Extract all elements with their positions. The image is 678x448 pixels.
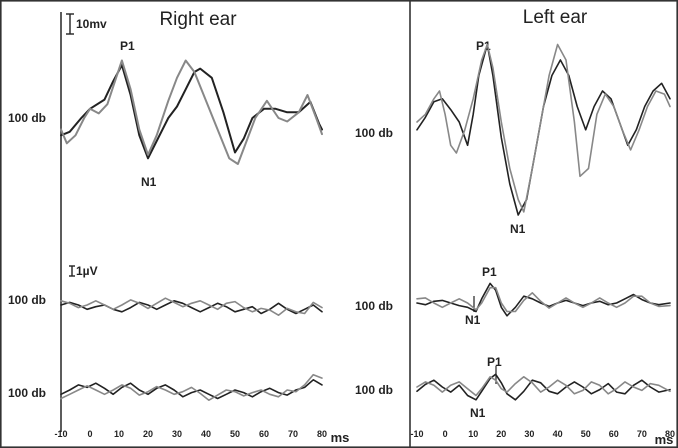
peak-label-left-bottom-n1: N1 xyxy=(470,406,486,420)
row-label-right-top: 100 db xyxy=(8,111,46,125)
x-tick-label-panel-0-2: 10 xyxy=(114,429,124,439)
x-tick-label-panel-0-7: 60 xyxy=(259,429,269,439)
x-tick-label-panel-1-0: -10 xyxy=(410,429,423,439)
chart-title-left-ear: Left ear xyxy=(523,7,588,28)
x-tick-label-panel-1-2: 10 xyxy=(468,429,478,439)
x-tick-label-panel-0-3: 20 xyxy=(143,429,153,439)
waveform-panel-2-row-1-trace-1 xyxy=(60,373,323,401)
peak-label-left-bottom-p1: P1 xyxy=(487,355,502,369)
waveform-panel-3-row-1-trace-1 xyxy=(416,376,671,397)
x-tick-label-panel-0-8: 70 xyxy=(288,429,298,439)
waveform-panel-2-row-1-trace-0 xyxy=(60,379,323,400)
x-tick-label-panel-0-1: 0 xyxy=(87,429,92,439)
waveform-panel-3-row-0-trace-1 xyxy=(416,286,671,313)
peak-label-left-mid-n1: N1 xyxy=(465,313,481,327)
waveform-panel-1-row-0-trace-0 xyxy=(416,43,671,216)
x-tick-label-panel-1-4: 30 xyxy=(524,429,534,439)
waveform-panel-3-row-1-trace-0 xyxy=(416,373,671,401)
scale-bar-1uv: 1µV xyxy=(69,264,98,278)
x-tick-label-panel-0-9: 80 xyxy=(317,429,327,439)
row-label-left-mid: 100 db xyxy=(355,299,393,313)
row-label-right-bottom: 100 db xyxy=(8,386,46,400)
x-unit-left: ms xyxy=(655,432,674,447)
scale-bar-10mv-label: 10mv xyxy=(76,17,107,31)
peak-label-left-mid-p1: P1 xyxy=(482,265,497,279)
x-tick-label-panel-1-5: 40 xyxy=(553,429,563,439)
scale-bar-10mv: 10mv xyxy=(66,13,107,35)
row-label-left-bottom: 100 db xyxy=(355,383,393,397)
x-tick-label-panel-0-4: 30 xyxy=(172,429,182,439)
x-tick-label-panel-1-7: 60 xyxy=(609,429,619,439)
chart-title-right-ear: Right ear xyxy=(159,9,237,30)
waveform-panel-2-row-0-trace-1 xyxy=(60,297,323,316)
x-unit-right: ms xyxy=(331,430,350,445)
row-label-right-mid: 100 db xyxy=(8,293,46,307)
x-tick-label-panel-1-3: 20 xyxy=(496,429,506,439)
waveform-panel-1-row-0-trace-1 xyxy=(416,43,671,213)
peak-label-left-n1: N1 xyxy=(510,222,526,236)
peak-label-left-p1: P1 xyxy=(476,39,491,53)
peak-label-right-p1: P1 xyxy=(120,39,135,53)
waveform-panel-0-row-0-trace-1 xyxy=(60,59,323,165)
x-tick-label-panel-1-1: 0 xyxy=(443,429,448,439)
x-tick-label-panel-1-6: 50 xyxy=(581,429,591,439)
waveform-panel-0-row-0-trace-0 xyxy=(60,64,323,160)
x-tick-label-panel-1-8: 70 xyxy=(637,429,647,439)
waveform-panel-3-row-0-trace-0 xyxy=(416,282,671,317)
x-tick-label-panel-1-9: 80 xyxy=(665,429,675,439)
x-tick-label-panel-0-5: 40 xyxy=(201,429,211,439)
peak-label-right-n1: N1 xyxy=(141,175,157,189)
x-tick-label-panel-0-6: 50 xyxy=(230,429,240,439)
scale-bar-1uv-label: 1µV xyxy=(76,264,98,278)
row-label-left-top: 100 db xyxy=(355,126,393,140)
x-tick-label-panel-0-0: -10 xyxy=(54,429,67,439)
